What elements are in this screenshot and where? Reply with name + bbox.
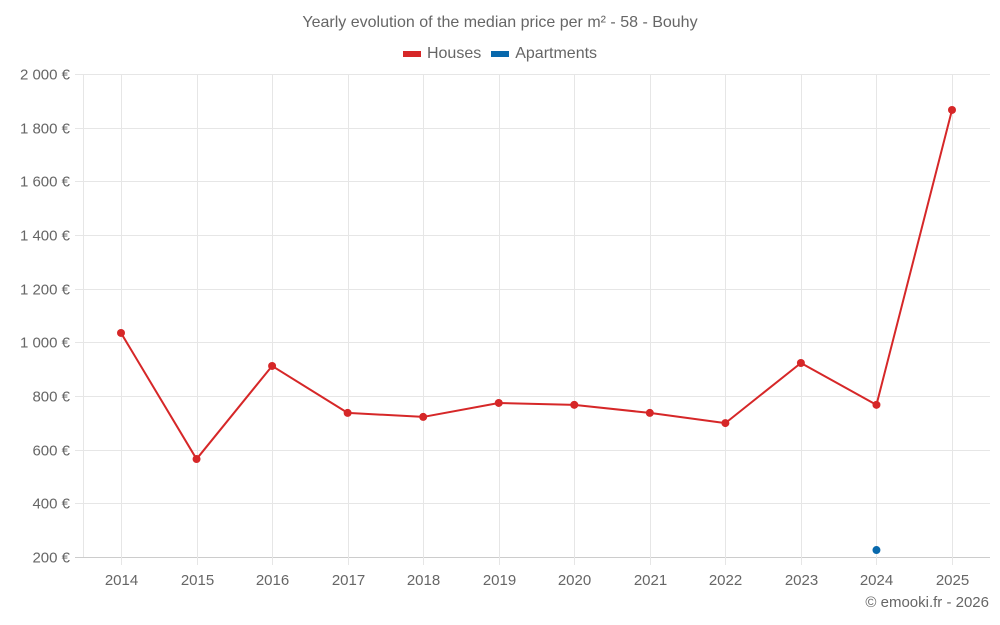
x-tick-label: 2014 (105, 572, 138, 589)
data-point-houses[interactable] (796, 358, 805, 367)
x-tick-label: 2021 (634, 572, 667, 589)
series-layer (117, 105, 956, 555)
x-tick-label: 2015 (181, 572, 214, 589)
data-point-houses[interactable] (117, 328, 125, 337)
legend-label-apartments: Apartments (515, 45, 598, 62)
y-tick-label: 400 € (32, 496, 70, 513)
x-tick-label: 2020 (558, 572, 591, 589)
y-tick-label: 800 € (32, 389, 70, 406)
x-tick-label: 2024 (860, 572, 893, 589)
x-tick-label: 2019 (483, 572, 516, 589)
y-tick-label: 1 400 € (20, 228, 71, 245)
y-tick-label: 1 000 € (20, 335, 71, 352)
data-point-houses[interactable] (494, 398, 503, 407)
series-line-houses (120, 109, 953, 461)
y-tick-label: 1 600 € (20, 174, 71, 191)
data-point-houses[interactable] (419, 412, 428, 421)
data-point-houses[interactable] (343, 408, 352, 417)
x-tick-label: 2022 (709, 572, 742, 589)
x-axis: 2014 2015 2016 2017 2018 2019 2020 2021 2022 2023… (105, 572, 969, 589)
x-tick-label: 2018 (407, 572, 440, 589)
data-point-apartments[interactable] (872, 546, 881, 555)
gridlines (75, 74, 990, 565)
x-tick-label: 2016 (256, 572, 289, 589)
x-tick-label: 2025 (936, 572, 969, 589)
legend-item-houses[interactable]: Houses (402, 45, 482, 63)
x-tick-label: 2023 (785, 572, 818, 589)
data-point-houses[interactable] (192, 455, 201, 464)
x-tick-label: 2017 (332, 572, 365, 589)
y-tick-label: 600 € (32, 443, 70, 460)
y-tick-label: 200 € (32, 550, 70, 567)
credit-text: © emooki.fr - 2026 (865, 594, 989, 611)
data-point-houses[interactable] (570, 400, 579, 409)
y-tick-label: 2 000 € (20, 67, 71, 84)
data-point-houses[interactable] (872, 400, 881, 409)
apartments-swatch-icon (491, 51, 510, 57)
chart-title: Yearly evolution of the median price per… (302, 14, 698, 31)
legend-label-houses: Houses (426, 45, 482, 62)
data-point-houses[interactable] (721, 419, 730, 428)
legend: Houses Apartments (0, 45, 1000, 63)
y-axis: 200 € 400 € 600 € 800 € 1 000 € 1 200 € 1 400 … (20, 67, 71, 567)
data-point-houses[interactable] (948, 105, 956, 114)
houses-swatch-icon (402, 51, 421, 57)
y-tick-label: 1 800 € (20, 121, 71, 138)
data-point-houses[interactable] (645, 408, 654, 417)
legend-item-apartments[interactable]: Apartments (491, 45, 597, 63)
data-point-houses[interactable] (268, 361, 277, 370)
y-tick-label: 1 200 € (20, 282, 71, 299)
